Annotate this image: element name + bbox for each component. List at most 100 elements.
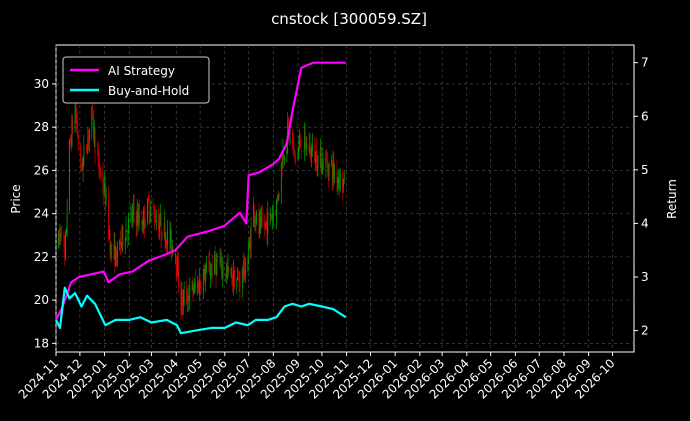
- candle-body: [208, 263, 210, 265]
- candle-body: [177, 262, 179, 277]
- candle-body: [292, 142, 294, 146]
- candle-body: [147, 199, 148, 223]
- candle-body: [120, 239, 121, 246]
- candle-body: [264, 224, 265, 227]
- candle-body: [198, 279, 200, 293]
- candle-body: [98, 153, 100, 169]
- candle-body: [227, 266, 229, 271]
- candle-body: [232, 282, 234, 284]
- candle-body: [321, 169, 323, 171]
- candle-body: [343, 179, 344, 188]
- candle-body: [114, 241, 116, 267]
- candle-body: [103, 190, 105, 194]
- candle-body: [225, 274, 226, 277]
- candle-body: [61, 234, 62, 236]
- legend: AI Strategy Buy-and-Hold: [62, 56, 210, 104]
- candle-body: [66, 210, 68, 230]
- candle-body: [210, 266, 212, 273]
- candle-body: [69, 139, 71, 143]
- candle-body: [116, 243, 118, 266]
- candle-body: [164, 224, 166, 244]
- candle-body: [331, 165, 333, 180]
- candle-body: [152, 205, 154, 207]
- candle-body: [199, 280, 201, 286]
- candle-body: [339, 173, 341, 190]
- candle-body: [267, 213, 269, 235]
- candle-body: [300, 138, 301, 148]
- candle-body: [165, 238, 167, 246]
- candle-body: [160, 213, 162, 235]
- candle-body: [113, 244, 115, 252]
- candle-body: [154, 212, 156, 222]
- candle-body: [100, 170, 101, 173]
- candlesticks: [57, 91, 345, 320]
- candle-body: [150, 206, 152, 213]
- candle-body: [293, 146, 295, 148]
- candle-body: [230, 268, 232, 275]
- candle-body: [333, 161, 335, 176]
- candle-body: [303, 133, 305, 151]
- candle-body: [83, 146, 85, 155]
- candle-body: [59, 233, 61, 237]
- candle-body: [299, 140, 301, 146]
- candle-body: [198, 282, 199, 292]
- y2-tick-label: 4: [641, 216, 649, 230]
- candle-body: [142, 227, 144, 229]
- candle-body: [111, 244, 113, 253]
- candle-body: [94, 128, 96, 153]
- candle-body: [281, 164, 283, 169]
- candle-body: [311, 144, 313, 152]
- candle-body: [247, 261, 249, 273]
- candle-body: [189, 285, 191, 300]
- candle-body: [77, 135, 79, 147]
- candle-body: [197, 282, 199, 288]
- candle-body: [326, 160, 328, 162]
- candle-body: [237, 279, 239, 281]
- candle-body: [280, 162, 282, 193]
- candle-body: [308, 143, 310, 153]
- candle-body: [225, 269, 227, 278]
- candle-body: [319, 148, 321, 156]
- candle-body: [87, 136, 89, 151]
- candle-body: [277, 196, 279, 198]
- candle-body: [187, 295, 189, 302]
- candle-body: [85, 144, 87, 150]
- candle-body: [171, 229, 172, 252]
- candle-body: [272, 214, 273, 220]
- candle-body: [183, 291, 185, 294]
- candle-body: [258, 211, 260, 234]
- candle-body: [89, 128, 90, 141]
- candle-body: [97, 153, 99, 155]
- candle-body: [233, 271, 234, 286]
- candle-body: [228, 266, 230, 272]
- candle-body: [57, 233, 59, 247]
- candle-body: [325, 158, 327, 168]
- candle-body: [186, 290, 187, 302]
- chart-title: cnstock [300059.SZ]: [271, 10, 427, 28]
- y-tick-label: 28: [34, 120, 49, 134]
- candle-body: [155, 219, 156, 223]
- candle-body: [132, 206, 134, 211]
- candle-body: [71, 120, 73, 147]
- candle-body: [253, 205, 255, 221]
- y2-tick-label: 2: [641, 324, 649, 338]
- candle-body: [327, 161, 328, 169]
- candle-body: [242, 270, 244, 276]
- candle-body: [286, 142, 288, 155]
- candle-body: [81, 166, 83, 170]
- candle-body: [130, 212, 132, 216]
- grid: [55, 45, 634, 352]
- candle-body: [220, 256, 222, 261]
- y2-axis-label: Return: [665, 179, 679, 219]
- candle-body: [288, 118, 289, 123]
- candle-body: [342, 175, 344, 188]
- candle-body: [217, 258, 219, 262]
- candle-body: [276, 197, 278, 199]
- candle-body: [74, 104, 76, 131]
- candle-body: [295, 156, 297, 159]
- candle-body: [115, 246, 117, 266]
- candle-body: [143, 210, 144, 226]
- candle-body: [300, 149, 302, 152]
- candle-body: [58, 232, 60, 239]
